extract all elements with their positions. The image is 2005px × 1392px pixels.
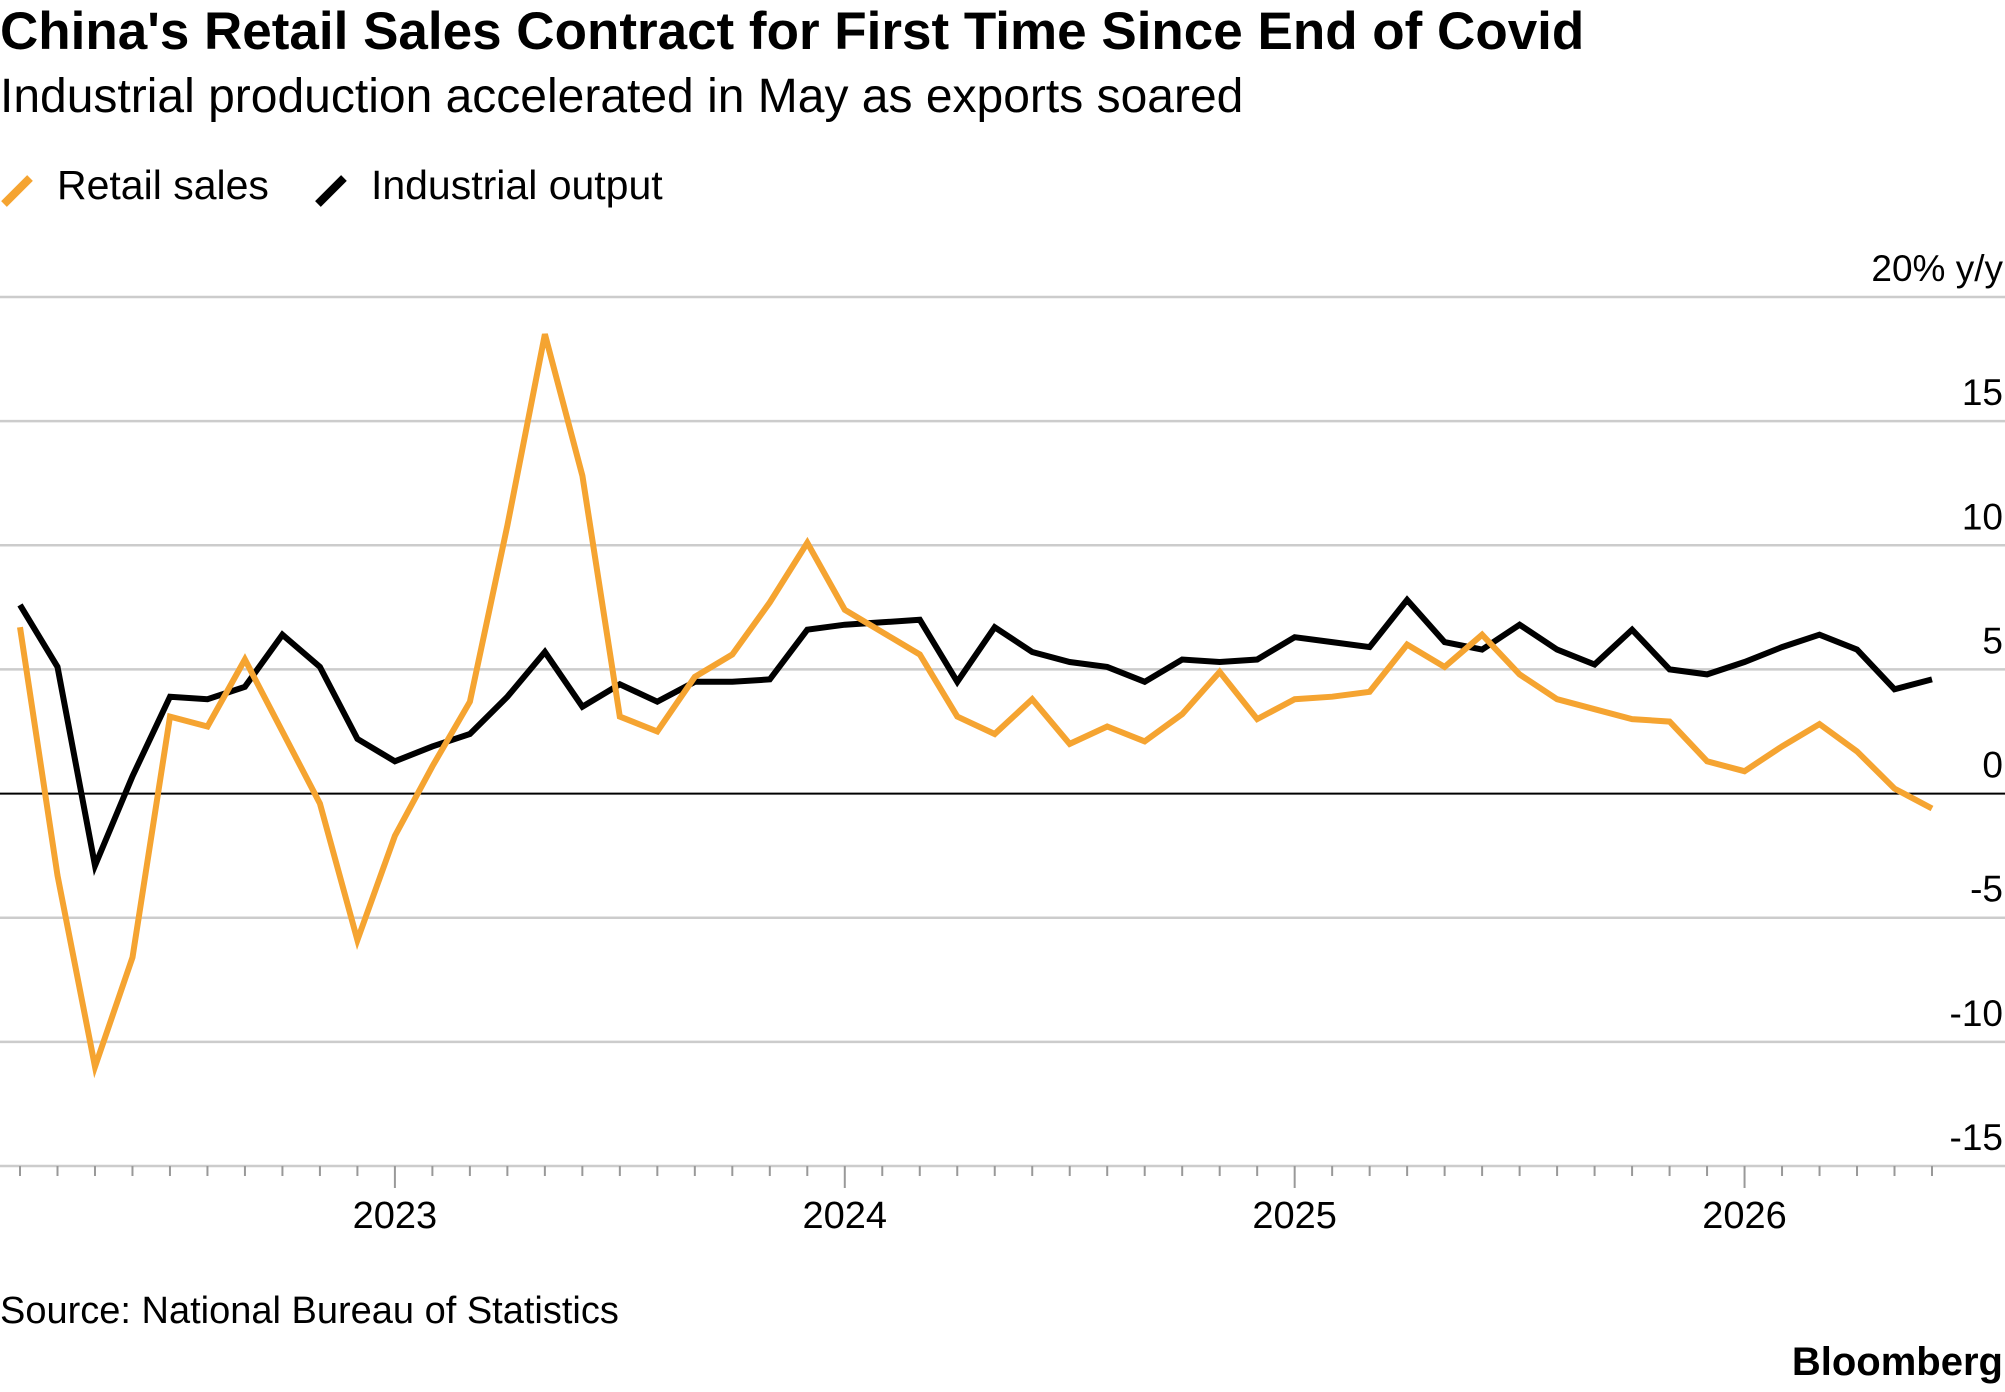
y-tick-label: 0 — [1982, 745, 2003, 786]
chart-title: China's Retail Sales Contract for First … — [0, 2, 1584, 61]
x-tick-label: 2024 — [803, 1195, 888, 1237]
y-tick-label: 20% y/y — [1871, 248, 2003, 289]
legend-label: Industrial output — [371, 162, 663, 208]
x-tick-label: 2026 — [1702, 1195, 1787, 1237]
legend-swatch — [1, 175, 33, 207]
y-tick-label: 10 — [1962, 496, 2003, 537]
legend-label: Retail sales — [57, 162, 269, 208]
y-tick-label: -15 — [1950, 1117, 2003, 1158]
chart-subtitle: Industrial production accelerated in May… — [0, 70, 1243, 123]
brand: Bloomberg — [1792, 1340, 2003, 1384]
y-tick-label: -5 — [1970, 869, 2003, 910]
source: Source: National Bureau of Statistics — [0, 1290, 619, 1332]
y-tick-label: -10 — [1950, 993, 2003, 1034]
x-tick-label: 2025 — [1252, 1195, 1337, 1237]
x-tick-label: 2023 — [353, 1195, 438, 1237]
y-tick-label: 15 — [1962, 372, 2003, 413]
series-line — [17, 595, 1933, 876]
legend-swatch — [315, 175, 347, 207]
series-line — [17, 333, 1934, 1079]
y-tick-label: 5 — [1982, 620, 2003, 661]
